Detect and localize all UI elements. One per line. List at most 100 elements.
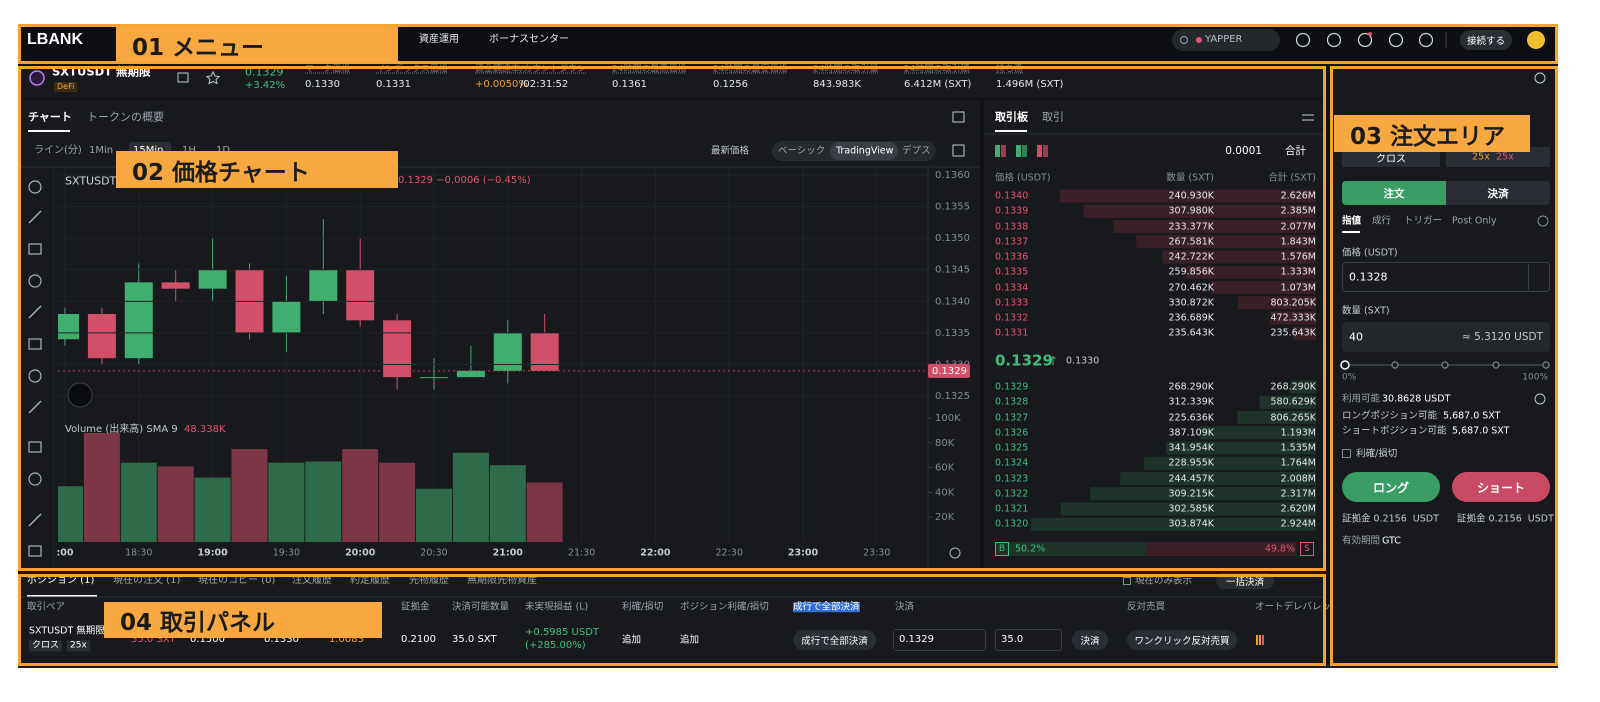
tick-size[interactable]: 0.0001 — [1225, 144, 1262, 157]
orderbook-tab[interactable]: 取引 — [1042, 110, 1064, 124]
menu-icon — [1357, 32, 1373, 48]
book-price: 0.1325 — [995, 442, 1029, 454]
book-total: 1.193M — [1280, 427, 1316, 438]
star-icon — [205, 70, 221, 85]
x-tick-label: :00 — [56, 547, 74, 559]
order-type[interactable]: 成行 — [1372, 215, 1392, 227]
legend-change: 0.1329 −0.0006 (−0.45%) — [398, 175, 531, 186]
position-tab[interactable]: 注文履歴 — [292, 575, 332, 586]
close-qty-input[interactable] — [995, 629, 1062, 651]
close-all-button[interactable]: 一括決済 — [1216, 573, 1274, 589]
tool-icon — [28, 441, 42, 453]
book-price: 0.1337 — [995, 236, 1029, 247]
leverage-button[interactable] — [1446, 147, 1550, 167]
interval[interactable]: ライン(分) — [34, 145, 82, 156]
search-box[interactable] — [1172, 29, 1280, 51]
sell-ratio-bar — [1146, 542, 1296, 556]
short-max-value: 5,687.0 SXT — [1452, 425, 1510, 437]
stat-value: +0.0050% — [475, 79, 528, 90]
stat-extra: /02:31:52 — [520, 79, 569, 90]
nav-item[interactable]: 資産運用 — [419, 34, 459, 45]
validity-value[interactable]: GTC — [1382, 535, 1401, 547]
book-price: 0.1323 — [995, 472, 1029, 484]
side-open[interactable]: 注文 — [1342, 181, 1446, 205]
order-type[interactable]: トリガー — [1404, 215, 1443, 227]
tpsl-add[interactable]: 追加 — [622, 634, 642, 646]
book-price: 0.1327 — [995, 411, 1029, 423]
reverse-button[interactable]: ワンクリック反対売買 — [1127, 630, 1237, 650]
chart-tab[interactable]: トークンの概要 — [87, 110, 164, 124]
mark-price: 0.1330 — [1066, 355, 1100, 367]
leverage-short: 25x — [1496, 151, 1514, 163]
order-type[interactable]: 指値 — [1342, 215, 1362, 227]
book-total: 1.333M — [1280, 266, 1316, 278]
ticker-bar — [18, 66, 1326, 98]
book-price: 0.1329 — [995, 381, 1029, 393]
connect-button[interactable]: 接続する — [1460, 30, 1512, 50]
volume-tick-label: 60K — [935, 463, 955, 474]
depth-bar — [1186, 265, 1316, 279]
margin-mode-button[interactable]: クロス — [1342, 147, 1440, 167]
close-price: 0.1329 — [899, 634, 934, 645]
volume-bar — [452, 452, 489, 542]
current-only-checkbox[interactable] — [1123, 577, 1131, 585]
price-input[interactable] — [1342, 262, 1550, 292]
price-stepper — [1528, 264, 1548, 290]
annotation-label: 01 メニュー — [116, 27, 398, 62]
position-tab[interactable]: 先物履歴 — [409, 575, 449, 586]
column-header: 取引ペア — [27, 601, 66, 613]
view-option[interactable]: デプス — [902, 145, 931, 157]
volume-bar — [58, 486, 83, 542]
position-tab[interactable]: 約定履歴 — [350, 575, 390, 586]
book-price: 0.1340 — [995, 190, 1029, 202]
orderbook-tab[interactable]: 取引板 — [995, 110, 1028, 124]
interval[interactable]: 15Min — [133, 146, 163, 156]
layout-icon — [1043, 145, 1048, 157]
position-tab[interactable]: 無期限先物資産 — [467, 575, 537, 586]
close-button[interactable]: 決済 — [1072, 630, 1108, 650]
price-type[interactable]: 最新価格 — [711, 145, 750, 157]
order-type[interactable]: Post Only — [1452, 215, 1497, 227]
book-price: 0.1332 — [995, 312, 1029, 324]
interval[interactable]: 1H — [182, 146, 196, 156]
column-header: 未実現損益 (L) — [525, 601, 589, 613]
stat-value: 6.412M (SXT) — [904, 79, 972, 90]
chart-tab[interactable]: チャート — [28, 110, 72, 124]
book-total: 2.008M — [1280, 472, 1316, 484]
annotation-label: 02 価格チャート — [116, 151, 398, 188]
volume-bar — [342, 449, 379, 542]
position-tab[interactable]: 現在の注文 (1) — [113, 575, 181, 586]
interval[interactable]: 1D — [216, 146, 230, 156]
close-price-input[interactable] — [893, 629, 986, 651]
candle-body — [420, 377, 448, 379]
total-mode[interactable]: 合計 — [1285, 144, 1306, 157]
view-option[interactable]: TradingView — [836, 145, 894, 157]
stat-label: 持ち高 — [996, 64, 1024, 75]
book-qty: 312.339K — [1168, 396, 1214, 408]
stat-label: 24時間の最安価格 — [713, 64, 788, 75]
nav-item[interactable]: ボーナスセンター — [489, 34, 569, 45]
book-price: 0.1324 — [995, 457, 1029, 469]
orderbook-header: 価格 (USDT) — [995, 172, 1051, 184]
market-close-button[interactable]: 成行で全部決済 — [793, 630, 876, 650]
column-header: ポジション利確/損切 — [680, 601, 769, 613]
view-option[interactable]: ベーシック — [778, 145, 826, 157]
side-close[interactable]: 決済 — [1446, 181, 1550, 205]
short-button[interactable]: ショート — [1452, 472, 1550, 502]
y-tick-label: 0.1325 — [935, 391, 970, 402]
symbol[interactable]: SXTUSDT 無期限 — [52, 64, 151, 79]
notify-dot — [1368, 32, 1372, 36]
tpsl-checkbox[interactable] — [1342, 449, 1351, 458]
position-tpsl-add[interactable]: 追加 — [680, 634, 700, 646]
interval[interactable]: 1Min — [89, 145, 114, 156]
margin-long: 証拠金 0.2156 USDT — [1342, 513, 1439, 525]
position-tab[interactable]: 現在のコピー (0) — [198, 575, 276, 586]
position-tab[interactable]: ポジション (1) — [27, 575, 95, 586]
legend-symbol: SXTUSDT — [65, 174, 117, 188]
book-icon — [177, 72, 189, 83]
x-tick-label: 22:00 — [640, 547, 671, 559]
tool-icon — [28, 369, 42, 383]
long-button[interactable]: ロング — [1342, 472, 1440, 502]
x-tick-label: 19:30 — [272, 547, 301, 559]
qty-input[interactable] — [1342, 322, 1550, 352]
